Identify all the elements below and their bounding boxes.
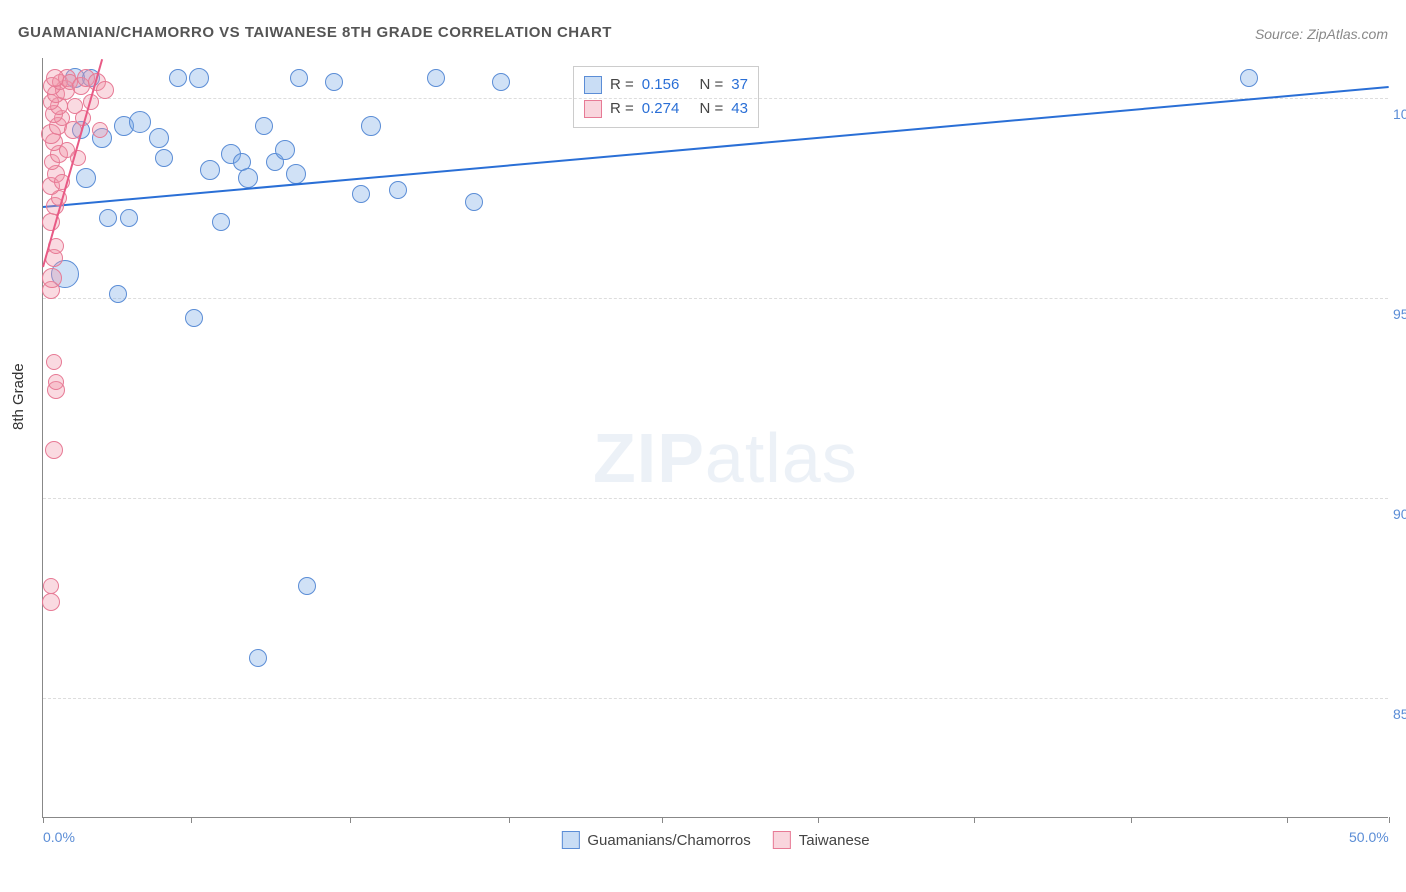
data-point [149, 128, 169, 148]
x-tick [974, 817, 975, 823]
data-point [275, 140, 295, 160]
data-point [120, 209, 138, 227]
correlation-stats-box: R = 0.156 N = 37 R = 0.274 N = 43 [573, 66, 759, 128]
data-point [185, 309, 203, 327]
x-tick [350, 817, 351, 823]
data-point [42, 593, 60, 611]
data-point [1240, 69, 1258, 87]
data-point [155, 149, 173, 167]
gridline [43, 698, 1388, 699]
data-point [212, 213, 230, 231]
chart-title: GUAMANIAN/CHAMORRO VS TAIWANESE 8TH GRAD… [18, 24, 612, 41]
data-point [92, 122, 108, 138]
legend: Guamanians/Chamorros Taiwanese [561, 831, 869, 849]
gridline [43, 498, 1388, 499]
data-point [286, 164, 306, 184]
data-point [109, 285, 127, 303]
data-point [427, 69, 445, 87]
swatch-icon [584, 100, 602, 118]
data-point [189, 68, 209, 88]
x-tick [1287, 817, 1288, 823]
legend-item: Guamanians/Chamorros [561, 831, 750, 849]
swatch-icon [561, 831, 579, 849]
data-point [46, 354, 62, 370]
data-point [99, 209, 117, 227]
gridline [43, 98, 1388, 99]
y-tick-label: 100.0% [1393, 106, 1406, 122]
data-point [249, 649, 267, 667]
data-point [200, 160, 220, 180]
x-tick [43, 817, 44, 823]
data-point [45, 441, 63, 459]
data-point [238, 168, 258, 188]
x-tick [191, 817, 192, 823]
swatch-icon [584, 76, 602, 94]
x-tick [1131, 817, 1132, 823]
data-point [325, 73, 343, 91]
y-tick-label: 90.0% [1393, 506, 1406, 522]
data-point [43, 578, 59, 594]
data-point [492, 73, 510, 91]
data-point [361, 116, 381, 136]
stats-row-pink: R = 0.274 N = 43 [584, 97, 748, 121]
data-point [169, 69, 187, 87]
data-point [389, 181, 407, 199]
legend-item: Taiwanese [773, 831, 870, 849]
watermark: ZIPatlas [593, 418, 858, 498]
data-point [42, 268, 62, 288]
x-tick [1389, 817, 1390, 823]
data-point [290, 69, 308, 87]
swatch-icon [773, 831, 791, 849]
data-point [298, 577, 316, 595]
x-tick-label: 50.0% [1349, 829, 1389, 845]
y-axis-label: 8th Grade [10, 363, 27, 430]
x-tick [662, 817, 663, 823]
y-tick-label: 95.0% [1393, 306, 1406, 322]
x-tick-label: 0.0% [43, 829, 75, 845]
x-tick [509, 817, 510, 823]
data-point [48, 374, 64, 390]
y-tick-label: 85.0% [1393, 706, 1406, 722]
gridline [43, 298, 1388, 299]
data-point [352, 185, 370, 203]
data-point [255, 117, 273, 135]
data-point [129, 111, 151, 133]
data-point [96, 81, 114, 99]
data-point [76, 168, 96, 188]
x-tick [818, 817, 819, 823]
scatter-chart: ZIPatlas R = 0.156 N = 37 R = 0.274 N = … [42, 58, 1388, 818]
stats-row-blue: R = 0.156 N = 37 [584, 73, 748, 97]
source-label: Source: ZipAtlas.com [1255, 26, 1388, 42]
data-point [465, 193, 483, 211]
